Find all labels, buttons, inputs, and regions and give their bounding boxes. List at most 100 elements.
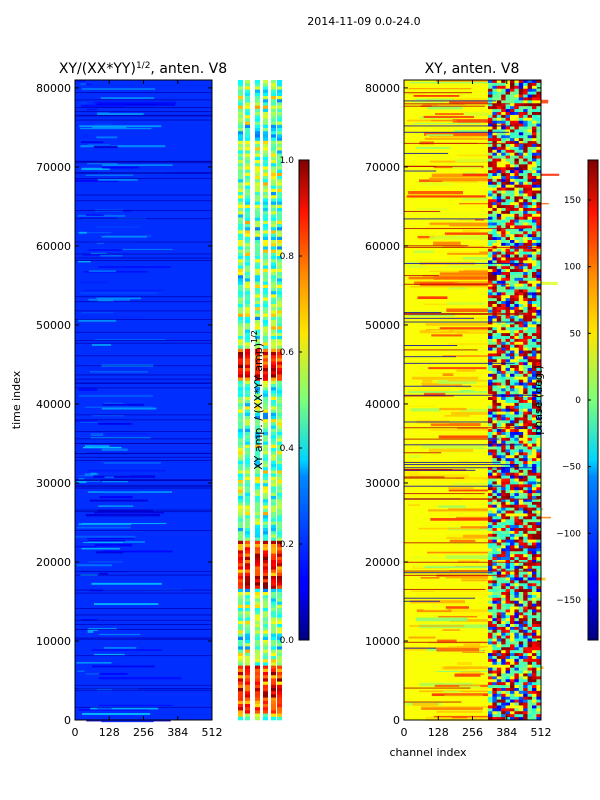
phase-heatmap-streak: [437, 660, 479, 662]
amplitude-heatmap-cell: [271, 240, 276, 244]
phase-heatmap-cell: [510, 708, 515, 712]
amplitude-heatmap-cell: [255, 448, 260, 452]
phase-heatmap-cell: [518, 138, 524, 142]
amplitude-heatmap-cell: [255, 195, 260, 199]
phase-heatmap-cell: [532, 257, 537, 261]
phase-heatmap-cell: [501, 530, 506, 535]
phase-heatmap-cell: [532, 464, 537, 468]
amplitude-heatmap-cell: [245, 464, 250, 468]
amplitude-heatmap-cell: [277, 425, 282, 430]
amplitude-heatmap-cell: [245, 92, 250, 97]
phase-heatmap-cell: [510, 437, 515, 442]
amplitude-heatmap-dark-row: [75, 480, 212, 482]
amplitude-heatmap-cell: [277, 179, 282, 183]
amplitude-heatmap-cell: [263, 633, 268, 638]
phase-heatmap-cell: [505, 100, 511, 104]
phase-heatmap-cell: [518, 379, 524, 383]
amplitude-heatmap-cell: [277, 259, 282, 263]
phase-heatmap-cell: [518, 437, 524, 442]
amplitude-heatmap-cell: [238, 566, 243, 570]
phase-heatmap-cell: [532, 158, 537, 162]
amplitude-heatmap-cell: [263, 441, 268, 446]
phase-heatmap-cell: [488, 382, 493, 386]
amplitude-heatmap-cell: [255, 576, 260, 580]
phase-heatmap-cell: [532, 615, 537, 619]
phase-heatmap-cell: [501, 103, 506, 107]
phase-heatmap-cell: [492, 571, 497, 575]
amplitude-heatmap-cell: [238, 182, 243, 186]
phase-heatmap-cell: [514, 545, 519, 549]
amplitude-heatmap-cell: [245, 604, 250, 609]
phase-heatmap-cell: [514, 440, 519, 445]
phase-heatmap-cell: [488, 562, 493, 567]
phase-heatmap-streak: [408, 455, 422, 458]
amplitude-heatmap-cell: [263, 627, 268, 631]
phase-heatmap-cell: [501, 589, 506, 593]
phase-heatmap-cell: [532, 208, 537, 212]
phase-heatmap-cell: [518, 440, 524, 445]
phase-heatmap-cell: [527, 164, 533, 168]
phase-heatmap-cell: [532, 458, 537, 462]
phase-heatmap-cell: [505, 199, 511, 203]
phase-heatmap-cell: [492, 635, 497, 639]
phase-heatmap-cell: [488, 542, 493, 546]
phase-heatmap-cell: [488, 597, 493, 602]
phase-heatmap-cell: [518, 664, 524, 669]
phase-heatmap-cell: [505, 103, 511, 107]
phase-heatmap-cell: [501, 132, 506, 136]
phase-heatmap-cell: [536, 408, 541, 413]
phase-heatmap-cell: [510, 714, 515, 718]
amplitude-heatmap-cell: [263, 86, 268, 90]
amplitude-heatmap-cell: [277, 329, 282, 334]
phase-heatmap-cell: [501, 711, 506, 715]
phase-heatmap-cell: [514, 164, 519, 168]
amplitude-heatmap-cell: [277, 377, 282, 382]
phase-heatmap-cell: [501, 283, 506, 287]
amplitude-heatmap-cell: [263, 313, 268, 318]
phase-heatmap-cell: [501, 673, 506, 677]
amplitude-heatmap-cell: [271, 291, 276, 295]
amplitude-heatmap-cell: [255, 112, 260, 116]
amplitude-heatmap-streak: [78, 523, 132, 526]
phase-heatmap-streak: [410, 408, 441, 412]
phase-heatmap-cell: [496, 205, 502, 209]
amplitude-heatmap-cell: [245, 499, 250, 503]
amplitude-heatmap-cell: [271, 284, 276, 289]
amplitude-heatmap-cell: [245, 150, 250, 154]
amplitude-heatmap-streak: [80, 292, 157, 294]
amplitude-heatmap-cell: [277, 617, 282, 622]
phase-heatmap-cell: [514, 187, 519, 191]
phase-heatmap-cell: [518, 417, 524, 421]
phase-heatmap-cell: [510, 193, 515, 197]
amplitude-heatmap-cell: [277, 387, 282, 391]
amplitude-heatmap-streak: [78, 478, 85, 481]
phase-heatmap-cell: [527, 100, 533, 104]
phase-heatmap-cell: [492, 414, 497, 418]
phase-heatmap-cell: [532, 318, 537, 322]
phase-heatmap-cell: [514, 234, 519, 238]
phase-heatmap-cell: [532, 429, 537, 433]
phase-heatmap-cell: [527, 402, 533, 407]
amplitude-heatmap-cell: [255, 454, 260, 458]
phase-heatmap-cell: [523, 181, 528, 186]
amplitude-heatmap-streak: [101, 166, 139, 169]
phase-heatmap-cell: [523, 440, 528, 445]
phase-heatmap-cell: [488, 522, 493, 526]
amplitude-heatmap-cell: [238, 195, 243, 199]
phase-heatmap-cell: [492, 176, 497, 180]
phase-heatmap-cell: [527, 560, 533, 564]
phase-heatmap-cell: [510, 234, 515, 238]
phase-heatmap-cell: [518, 338, 524, 343]
amplitude-heatmap-cell: [271, 675, 276, 679]
amplitude-heatmap-cell: [245, 294, 250, 298]
amplitude-heatmap-cell: [245, 697, 250, 702]
amplitude-heatmap-cell: [255, 179, 260, 183]
amplitude-heatmap-cell: [263, 166, 268, 170]
phase-heatmap-cell: [523, 103, 528, 107]
amplitude-heatmap-cell: [255, 192, 260, 196]
phase-heatmap-cell: [514, 615, 519, 619]
phase-heatmap-cell: [532, 714, 537, 718]
amplitude-heatmap-cell: [255, 524, 260, 529]
phase-heatmap-cell: [536, 551, 541, 555]
